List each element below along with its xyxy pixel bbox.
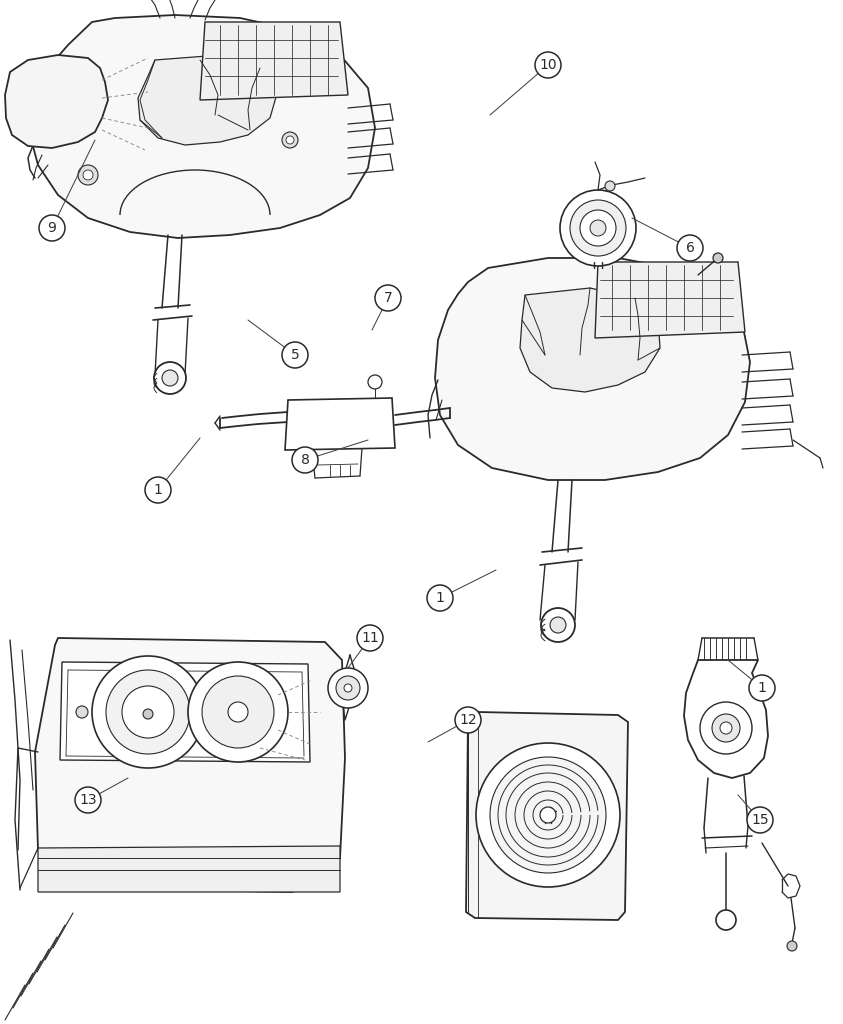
Polygon shape (60, 662, 310, 762)
Circle shape (106, 670, 190, 754)
Circle shape (357, 625, 383, 651)
Circle shape (344, 684, 352, 692)
Polygon shape (285, 398, 395, 450)
Circle shape (75, 787, 101, 813)
Text: 1: 1 (153, 483, 163, 497)
Circle shape (570, 200, 626, 256)
Circle shape (476, 743, 620, 887)
Polygon shape (595, 262, 745, 338)
Circle shape (580, 210, 616, 246)
Polygon shape (5, 55, 108, 148)
Circle shape (92, 656, 204, 768)
Circle shape (713, 253, 723, 263)
Circle shape (427, 585, 453, 611)
Text: 8: 8 (301, 453, 309, 467)
Circle shape (336, 676, 360, 700)
Polygon shape (466, 712, 628, 920)
Circle shape (286, 136, 294, 144)
Polygon shape (520, 288, 660, 392)
Circle shape (720, 722, 732, 734)
Text: 1: 1 (758, 681, 766, 695)
Polygon shape (138, 55, 278, 145)
Circle shape (282, 132, 298, 148)
Circle shape (747, 807, 773, 833)
Circle shape (143, 709, 153, 719)
Circle shape (375, 285, 401, 311)
Text: 6: 6 (685, 241, 695, 255)
Circle shape (716, 910, 736, 930)
Circle shape (677, 234, 703, 261)
Circle shape (39, 215, 65, 241)
Circle shape (455, 707, 481, 733)
Text: 12: 12 (459, 713, 477, 727)
Circle shape (540, 807, 556, 823)
Circle shape (83, 170, 93, 180)
Circle shape (282, 342, 308, 368)
Circle shape (292, 447, 318, 473)
Circle shape (202, 676, 274, 748)
Circle shape (590, 220, 606, 236)
Circle shape (328, 668, 368, 708)
Text: 5: 5 (291, 348, 299, 362)
Circle shape (535, 52, 561, 78)
Circle shape (749, 675, 775, 701)
Polygon shape (684, 660, 768, 778)
Text: 10: 10 (540, 58, 557, 72)
Circle shape (78, 165, 98, 185)
Circle shape (154, 362, 186, 394)
Text: 15: 15 (751, 813, 769, 827)
Text: 7: 7 (384, 291, 392, 305)
Text: 9: 9 (47, 221, 56, 234)
Circle shape (162, 370, 178, 386)
Text: 1: 1 (436, 591, 444, 605)
Polygon shape (38, 846, 340, 892)
Circle shape (787, 941, 797, 951)
Circle shape (700, 702, 752, 754)
Circle shape (188, 662, 288, 762)
Circle shape (228, 702, 248, 722)
Circle shape (560, 190, 636, 266)
Text: 11: 11 (361, 631, 379, 645)
Circle shape (550, 617, 566, 633)
Circle shape (541, 608, 575, 642)
Polygon shape (435, 258, 750, 480)
Circle shape (490, 757, 606, 873)
Circle shape (76, 706, 88, 718)
Circle shape (145, 477, 171, 503)
Polygon shape (200, 22, 348, 100)
Circle shape (605, 181, 615, 191)
Circle shape (122, 686, 174, 738)
Polygon shape (35, 638, 345, 892)
Polygon shape (30, 15, 375, 238)
Circle shape (368, 375, 382, 389)
Circle shape (712, 714, 740, 742)
Text: 13: 13 (79, 793, 97, 807)
